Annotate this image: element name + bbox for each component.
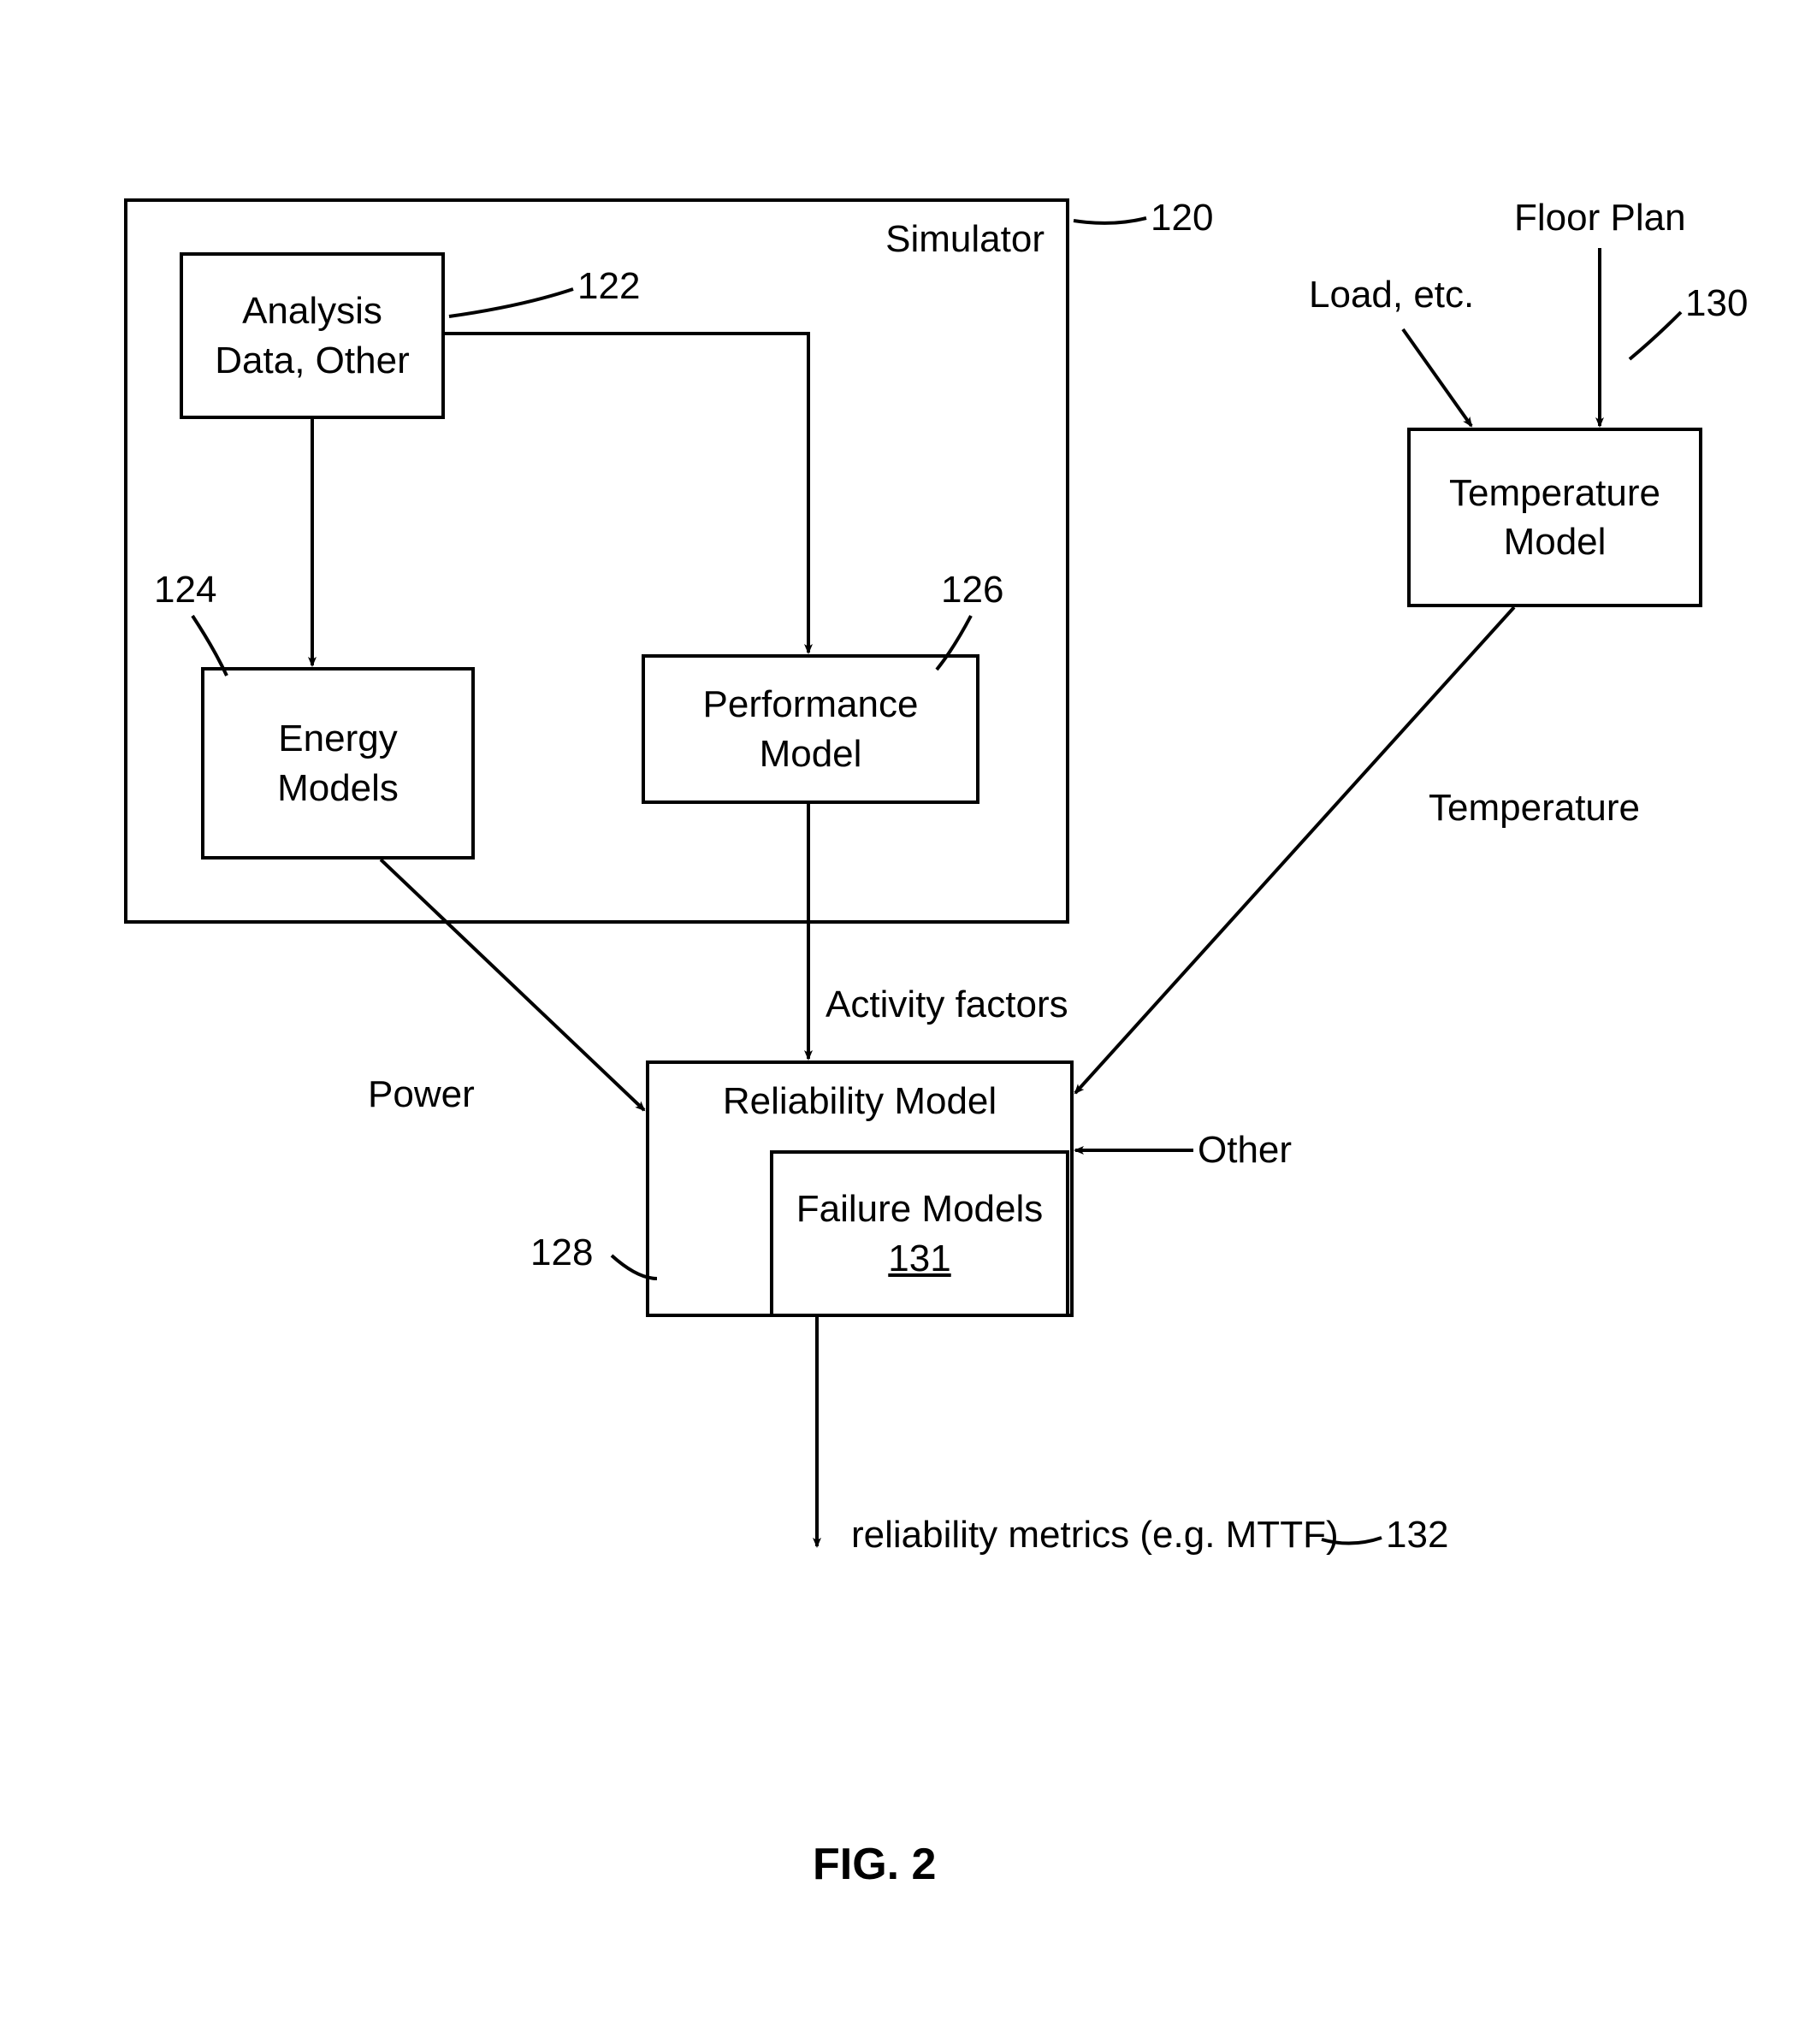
ref-130: 130 xyxy=(1685,282,1748,325)
analysis-box: Analysis Data, Other xyxy=(180,252,445,419)
performance-line1: Performance xyxy=(703,680,919,729)
temperature-line1: Temperature xyxy=(1449,469,1660,517)
ref-120: 120 xyxy=(1151,197,1213,239)
performance-line2: Model xyxy=(760,730,862,778)
label-power: Power xyxy=(368,1073,475,1116)
failure-line1: Failure Models xyxy=(796,1184,1044,1233)
label-metrics: reliability metrics (e.g. MTTF) xyxy=(851,1514,1339,1557)
label-load: Load, etc. xyxy=(1309,274,1474,316)
energy-line2: Models xyxy=(277,764,399,812)
temperature-box: Temperature Model xyxy=(1407,428,1702,607)
failure-box: Failure Models 131 xyxy=(770,1150,1069,1317)
reliability-title: Reliability Model xyxy=(723,1077,997,1125)
simulator-label: Simulator xyxy=(885,215,1045,263)
failure-ref: 131 xyxy=(888,1234,950,1283)
ref-132: 132 xyxy=(1386,1514,1448,1557)
ref-128: 128 xyxy=(530,1232,593,1274)
label-other: Other xyxy=(1198,1129,1292,1172)
energy-line1: Energy xyxy=(278,714,397,763)
temperature-line2: Model xyxy=(1504,517,1607,566)
energy-box: Energy Models xyxy=(201,667,475,860)
performance-box: Performance Model xyxy=(642,654,979,804)
ref-126: 126 xyxy=(941,569,1003,611)
label-floorplan: Floor Plan xyxy=(1514,197,1686,239)
ref-122: 122 xyxy=(577,265,640,308)
figure-label: FIG. 2 xyxy=(813,1839,936,1890)
label-activity: Activity factors xyxy=(826,984,1068,1026)
analysis-line2: Data, Other xyxy=(215,336,409,385)
analysis-line1: Analysis xyxy=(242,287,382,335)
ref-124: 124 xyxy=(154,569,216,611)
label-temperature: Temperature xyxy=(1429,787,1640,830)
